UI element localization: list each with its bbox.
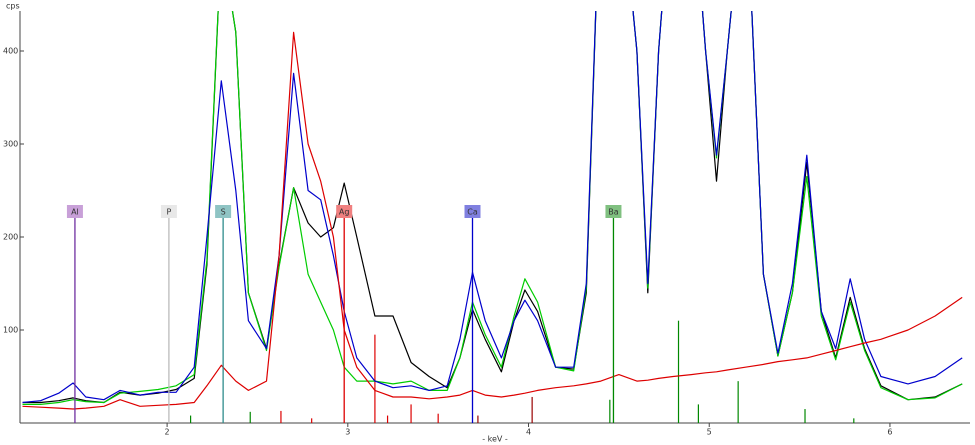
x-tick-label: 6 <box>887 428 892 437</box>
element-marker-label: Ba <box>608 208 618 217</box>
x-tick-label: 2 <box>165 428 170 437</box>
element-marker-label: Ca <box>467 208 478 217</box>
series-line <box>22 11 963 404</box>
element-marker-box <box>605 205 622 218</box>
y-axis-label: cps <box>6 2 20 11</box>
x-tick-label: 5 <box>707 428 712 437</box>
y-tick-label: 200 <box>3 232 18 241</box>
series-line <box>22 11 963 404</box>
y-tick-label: 300 <box>3 139 18 148</box>
series-line <box>22 11 963 405</box>
y-tick-label: 400 <box>3 46 18 55</box>
element-marker-box <box>464 205 481 218</box>
element-marker-box <box>336 205 353 218</box>
x-tick-label: 3 <box>345 428 350 437</box>
series-line <box>22 31 963 410</box>
element-marker-label: S <box>221 208 226 217</box>
x-axis-label: - keV - <box>482 435 508 444</box>
element-marker-box <box>160 205 177 218</box>
element-marker-label: Ag <box>339 208 350 217</box>
element-marker-label: Al <box>71 208 79 217</box>
plot-area <box>22 11 963 423</box>
element-marker-box <box>66 205 83 218</box>
element-marker-label: P <box>166 208 171 217</box>
element-marker-box <box>215 205 232 218</box>
x-tick-label: 4 <box>526 428 531 437</box>
y-tick-label: 100 <box>3 325 18 334</box>
